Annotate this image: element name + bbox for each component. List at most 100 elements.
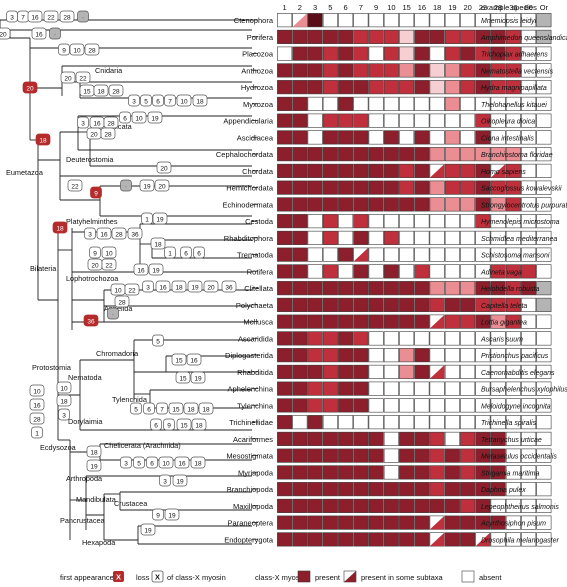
column-label-2: 2 <box>298 3 302 12</box>
cell-present <box>322 281 338 296</box>
clade-label: Eumetazoa <box>6 168 44 177</box>
node-badge <box>171 280 187 293</box>
cell-absent <box>505 230 521 245</box>
cell-absent <box>536 230 552 245</box>
cell-absent <box>521 498 537 513</box>
cell-present <box>490 281 506 296</box>
species-column-header: example species <box>481 3 537 12</box>
species-name: Metaseiulus occidentalis <box>481 454 557 461</box>
cell-absent <box>536 331 552 346</box>
cell-present <box>368 431 384 446</box>
cell-absent <box>475 96 491 111</box>
cell-absent <box>444 348 460 363</box>
cell-present <box>292 314 308 329</box>
taxon-row-hemichordata: Hemichordata Saccoglossus kowalevskii <box>226 180 562 195</box>
node-marker: 19 <box>147 111 163 124</box>
node-marker: 18 <box>171 280 187 293</box>
node-badge <box>31 27 47 40</box>
node-marker: 1 <box>141 212 153 225</box>
cell-absent <box>307 264 323 279</box>
cell-present <box>460 147 476 162</box>
taxon-row-porifera: Porifera Amphimedon queenslandica <box>247 29 567 44</box>
cell-present <box>353 465 369 480</box>
cell-present <box>505 80 521 95</box>
cell-present <box>277 381 293 396</box>
cell-present <box>414 46 430 61</box>
cell-present <box>307 364 323 379</box>
species-name: Nematostella vectensis <box>481 68 553 75</box>
cell-present <box>429 180 445 195</box>
node-badge <box>140 94 152 107</box>
cell-present <box>414 29 430 44</box>
cell-present <box>292 214 308 229</box>
cell-absent <box>490 214 506 229</box>
cell-present <box>368 63 384 78</box>
cell-present <box>429 281 445 296</box>
node-badge <box>141 212 153 225</box>
species-name: Hydra magnipapillata <box>481 85 547 92</box>
cell-absent <box>353 415 369 430</box>
cell-present <box>292 96 308 111</box>
legend-class-x-label: class-X myosin <box>255 573 305 582</box>
node-marker: 10 <box>158 456 174 469</box>
cell-present <box>353 314 369 329</box>
cell-absent <box>536 398 552 413</box>
cell-present <box>444 281 460 296</box>
cell-present <box>429 482 445 497</box>
cell-present <box>414 163 430 178</box>
taxon-row-clitellata: Clitellata Helobdella robusta <box>244 281 552 296</box>
cell-absent <box>536 80 552 95</box>
node-badge <box>159 474 171 487</box>
cell-present <box>277 264 293 279</box>
node-label: 7 <box>168 99 172 106</box>
node-label: 9 <box>167 423 171 430</box>
node-marker: 18 <box>183 402 199 415</box>
cell-present <box>490 431 506 446</box>
cell-absent <box>414 398 430 413</box>
node-marker: 3 <box>142 280 154 293</box>
cell-present <box>368 80 384 95</box>
cell-present <box>353 364 369 379</box>
cell-present <box>521 281 537 296</box>
node-label: 22 <box>47 15 55 22</box>
cell-present <box>399 364 415 379</box>
cell-absent <box>536 247 552 262</box>
cell-absent <box>399 230 415 245</box>
cell-present <box>353 431 369 446</box>
node-marker: · <box>77 10 89 23</box>
node-badge <box>49 27 61 40</box>
node-label: 28 <box>104 132 112 139</box>
node-marker: · <box>107 307 119 320</box>
cell-present <box>338 348 354 363</box>
node-label: 5 <box>134 407 138 414</box>
node-badge <box>175 371 191 384</box>
cell-present <box>383 515 399 530</box>
cell-present <box>399 314 415 329</box>
cell-present <box>475 498 491 513</box>
cell-present <box>307 13 323 28</box>
cell-present <box>414 180 430 195</box>
cell-present <box>277 214 293 229</box>
cell-absent <box>399 13 415 28</box>
cell-present <box>490 80 506 95</box>
cell-absent <box>521 197 537 212</box>
species-name: Capitella teleta <box>481 303 527 310</box>
node-marker: 7 <box>17 10 29 23</box>
cell-present <box>353 214 369 229</box>
node-label: 6 <box>150 461 154 468</box>
cell-present <box>399 63 415 78</box>
cell-present <box>399 180 415 195</box>
cell-absent <box>307 214 323 229</box>
node-label: 16 <box>137 268 145 275</box>
node-marker: · <box>120 179 132 192</box>
node-label: 28 <box>112 89 120 96</box>
cell-absent <box>399 214 415 229</box>
cell-absent <box>399 415 415 430</box>
cell-present <box>444 163 460 178</box>
cell-present <box>429 465 445 480</box>
species-name: Tetranychus urticae <box>481 437 542 444</box>
node-label: 18 <box>60 399 68 406</box>
taxon-row-maxillopoda: Maxillopoda Lepeophtheirus salmonis <box>233 498 559 513</box>
cell-present <box>338 130 354 145</box>
